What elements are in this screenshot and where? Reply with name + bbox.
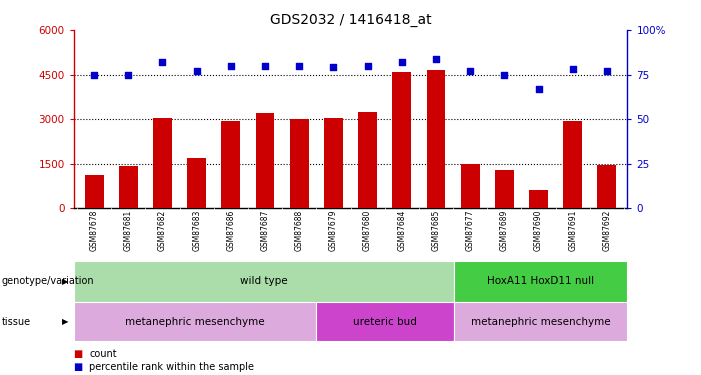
Bar xyxy=(85,176,104,208)
Text: GSM87685: GSM87685 xyxy=(431,210,440,251)
Bar xyxy=(290,119,308,208)
Text: tissue: tissue xyxy=(1,316,31,327)
Text: GSM87687: GSM87687 xyxy=(261,210,270,251)
Point xyxy=(396,59,407,65)
Bar xyxy=(324,118,343,208)
Bar xyxy=(74,261,454,302)
Bar xyxy=(393,72,411,208)
Bar xyxy=(74,302,316,341)
Bar xyxy=(454,261,627,302)
Point xyxy=(362,63,373,69)
Bar xyxy=(153,118,172,208)
Text: GSM87686: GSM87686 xyxy=(226,210,236,251)
Text: GSM87678: GSM87678 xyxy=(90,210,99,251)
Text: genotype/variation: genotype/variation xyxy=(1,276,94,286)
Point xyxy=(225,63,236,69)
Point xyxy=(601,68,613,74)
Point xyxy=(328,64,339,70)
Text: GSM87688: GSM87688 xyxy=(294,210,304,251)
Point xyxy=(465,68,476,74)
Point xyxy=(191,68,203,74)
Bar xyxy=(495,170,514,208)
Point xyxy=(294,63,305,69)
Point xyxy=(259,63,271,69)
Text: GSM87689: GSM87689 xyxy=(500,210,509,251)
Text: GSM87684: GSM87684 xyxy=(397,210,407,251)
Text: metanephric mesenchyme: metanephric mesenchyme xyxy=(471,316,611,327)
Bar xyxy=(529,190,548,208)
Text: ■: ■ xyxy=(74,362,83,372)
Point xyxy=(123,72,134,78)
Text: GSM87690: GSM87690 xyxy=(534,210,543,251)
Bar xyxy=(454,302,627,341)
Text: GSM87680: GSM87680 xyxy=(363,210,372,251)
Text: GDS2032 / 1416418_at: GDS2032 / 1416418_at xyxy=(270,13,431,27)
Text: GSM87692: GSM87692 xyxy=(602,210,611,251)
Text: HoxA11 HoxD11 null: HoxA11 HoxD11 null xyxy=(487,276,594,286)
Text: ■: ■ xyxy=(74,350,83,359)
Text: wild type: wild type xyxy=(240,276,288,286)
Text: GSM87677: GSM87677 xyxy=(465,210,475,251)
Bar xyxy=(119,166,137,208)
Text: metanephric mesenchyme: metanephric mesenchyme xyxy=(125,316,264,327)
Bar xyxy=(564,120,582,208)
Bar xyxy=(427,70,445,208)
Bar xyxy=(222,120,240,208)
Text: GSM87679: GSM87679 xyxy=(329,210,338,251)
Point xyxy=(498,72,510,78)
Bar xyxy=(187,158,206,208)
Bar xyxy=(461,164,479,208)
Point xyxy=(157,59,168,65)
Bar xyxy=(316,302,454,341)
Bar xyxy=(597,165,616,208)
Text: ▶: ▶ xyxy=(62,277,69,286)
Text: GSM87691: GSM87691 xyxy=(569,210,577,251)
Bar xyxy=(358,112,377,208)
Point xyxy=(88,72,100,78)
Point xyxy=(567,66,578,72)
Text: ureteric bud: ureteric bud xyxy=(353,316,417,327)
Text: count: count xyxy=(89,350,116,359)
Text: GSM87681: GSM87681 xyxy=(124,210,132,251)
Point xyxy=(430,56,442,62)
Bar xyxy=(256,113,274,208)
Text: GSM87682: GSM87682 xyxy=(158,210,167,251)
Text: ▶: ▶ xyxy=(62,317,69,326)
Point xyxy=(533,86,544,92)
Text: GSM87683: GSM87683 xyxy=(192,210,201,251)
Text: percentile rank within the sample: percentile rank within the sample xyxy=(89,362,254,372)
